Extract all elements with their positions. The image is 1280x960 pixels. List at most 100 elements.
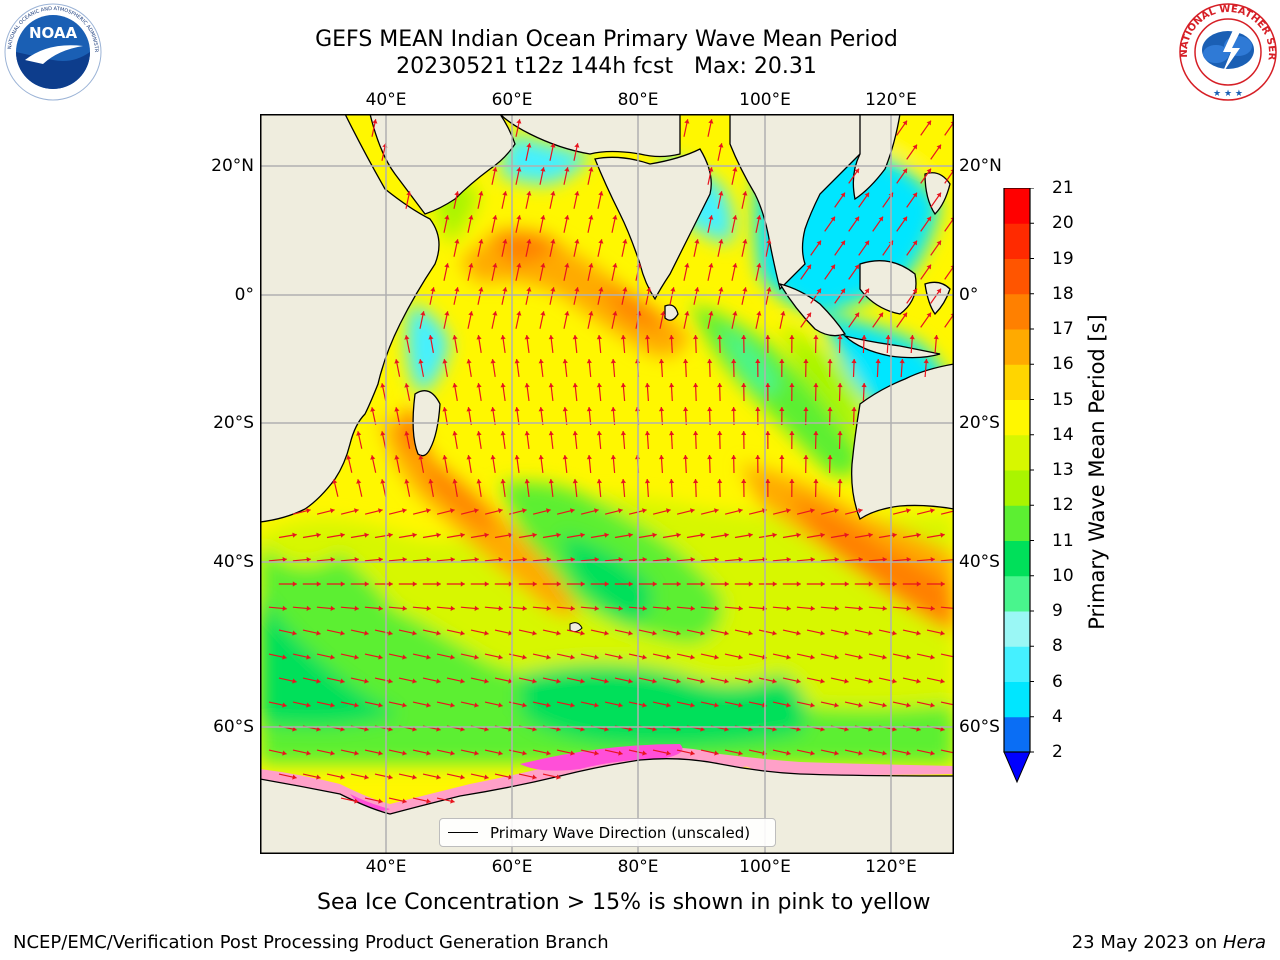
wave-arrow [645,287,652,305]
wave-arrow [868,701,887,708]
wave-arrow [652,605,671,611]
lat-tick-left: 40°S [213,552,254,572]
wave-arrow [364,557,383,563]
wave-arrow [590,581,609,587]
svg-text:★ ★ ★: ★ ★ ★ [1213,89,1243,99]
wave-arrow [693,382,699,402]
wave-arrow [872,216,884,232]
wave-arrow [597,239,604,257]
wave-arrow [596,430,602,450]
lat-tick-right: 40°S [959,552,1000,572]
wave-arrow [837,382,843,402]
wave-arrow [717,239,724,257]
wave-arrow [562,455,568,473]
wave-arrow [848,168,860,184]
wave-arrow [453,239,460,257]
wave-arrow [940,749,954,754]
wave-arrow [878,581,897,587]
wave-arrow [556,605,575,611]
wave-arrow [858,192,870,208]
wave-arrow [278,581,297,587]
wave-arrow [452,479,458,497]
map-frame [260,114,954,854]
wave-arrow [810,288,822,304]
wave-arrow [452,335,458,353]
wave-arrow [940,653,954,658]
wave-arrow [820,653,839,660]
wave-arrow [278,629,297,636]
wave-arrow [652,749,671,756]
wave-arrow [580,508,599,515]
wave-arrow [659,311,666,329]
wave-arrow [902,677,921,684]
wave-arrow [470,677,489,684]
lon-tick-bottom: 40°E [365,857,407,877]
wave-arrow [404,479,411,497]
wave-arrow [524,431,530,449]
wave-arrow [796,508,815,515]
wave-arrow [422,629,441,636]
wave-arrow [515,311,522,329]
wave-arrow [490,407,496,425]
wave-arrow [796,749,815,756]
wave-arrow [490,455,496,473]
wave-arrow [614,581,633,587]
wave-arrow [731,215,738,233]
wave-arrow [779,454,785,474]
wave-arrow [442,358,448,378]
wave-arrow [590,677,609,684]
wave-arrow [920,312,932,328]
wave-arrow [765,430,771,450]
wave-arrow [686,629,705,636]
wave-arrow [844,749,863,756]
wave-arrow [501,239,508,257]
colorbar-segment [1004,293,1030,330]
wave-arrow [374,581,393,587]
footer-host: Hera [1222,932,1266,953]
wave-arrow [930,144,942,160]
wave-arrow [824,264,836,280]
wave-arrow [394,455,401,473]
map-legend: Primary Wave Direction (unscaled) [439,818,776,847]
wave-arrow [710,629,729,636]
wave-arrow [796,653,815,660]
wave-arrow [796,701,815,708]
wave-arrow [652,508,671,515]
wave-arrow [436,653,455,660]
wave-arrow [772,508,791,515]
footer-credit: NCEP/EMC/Verification Post Processing Pr… [13,932,609,953]
wave-arrow [442,406,448,426]
wave-arrow [710,581,729,587]
wave-arrow [717,382,723,402]
wave-arrow [542,773,561,780]
wave-arrow [686,532,705,539]
wave-arrow [374,629,393,636]
wave-arrow [524,479,530,497]
wave-arrow [830,532,849,539]
wave-arrow [717,478,723,498]
wave-arrow [356,479,363,497]
wave-arrow [676,653,695,660]
wave-arrow [758,532,777,539]
wave-arrow [658,358,665,378]
wave-arrow [789,478,795,498]
graticule [260,114,954,854]
wave-arrow [597,191,604,209]
wave-arrow [820,605,839,611]
wave-arrow [422,581,441,587]
wave-arrow [700,653,719,660]
colorbar-segment [1004,223,1030,259]
wave-arrow [477,239,484,257]
wave-arrow [268,653,287,660]
wave-arrow [638,629,657,636]
wave-arrow [644,478,651,498]
wave-arrow [892,508,911,515]
wave-arrow [460,749,479,756]
wave-arrow [548,383,554,401]
wave-arrow [590,629,609,636]
wave-arrow [717,287,724,305]
wave-arrow [562,407,568,425]
wave-arrow [398,773,417,780]
wave-arrow [916,508,935,515]
wave-arrow [604,701,623,708]
